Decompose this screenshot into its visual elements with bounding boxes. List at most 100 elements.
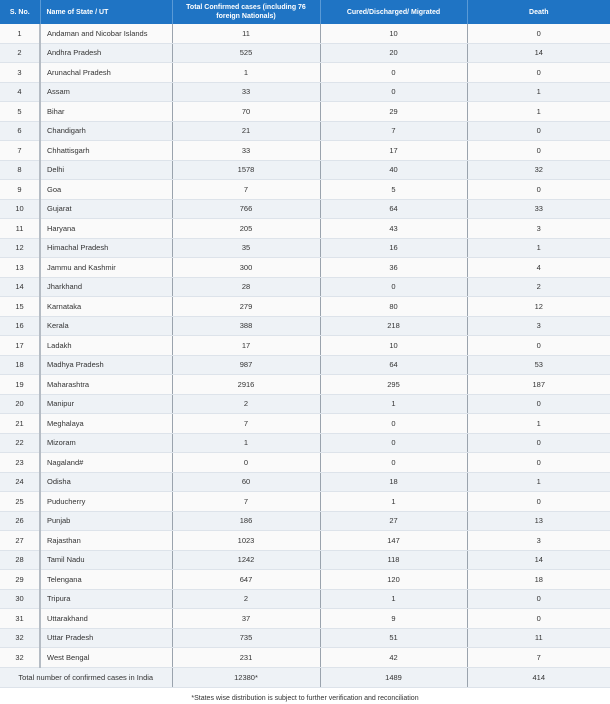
cell-confirmed: 2: [172, 394, 321, 414]
cell-confirmed: 205: [172, 218, 321, 239]
cell-sno: 31: [0, 608, 41, 629]
cell-death: 0: [467, 452, 610, 473]
cell-cured: 295: [320, 374, 468, 395]
cell-cured: 16: [320, 238, 468, 258]
table-row: 22 Mizoram 1 0 0: [0, 433, 610, 453]
header-cured: Cured/Discharged/ Migrated: [320, 0, 468, 24]
cell-death: 0: [467, 394, 610, 414]
cell-sno: 13: [0, 257, 41, 278]
cell-death: 0: [467, 24, 610, 44]
cell-name: Nagaland#: [40, 452, 173, 473]
cell-name: Puducherry: [40, 491, 173, 512]
table-row: 3 Arunachal Pradesh 1 0 0: [0, 62, 610, 83]
cell-sno: 1: [0, 24, 41, 44]
table-row: 15 Karnataka 279 80 12: [0, 296, 610, 317]
cell-confirmed: 388: [172, 316, 321, 336]
cell-name: Jharkhand: [40, 277, 173, 297]
table-row: 1 Andaman and Nicobar Islands 11 10 0: [0, 24, 610, 44]
cell-sno: 6: [0, 121, 41, 141]
cell-confirmed: 1242: [172, 550, 321, 570]
cell-cured: 120: [320, 569, 468, 590]
cell-sno: 20: [0, 394, 41, 414]
cell-death: 7: [467, 647, 610, 668]
cell-sno: 15: [0, 296, 41, 317]
cell-sno: 21: [0, 413, 41, 434]
cell-name: Uttar Pradesh: [40, 628, 173, 648]
cell-name: Delhi: [40, 160, 173, 180]
cell-confirmed: 17: [172, 335, 321, 356]
cell-cured: 64: [320, 199, 468, 219]
cell-death: 1: [467, 82, 610, 102]
cell-death: 18: [467, 569, 610, 590]
cell-sno: 3: [0, 62, 41, 83]
cell-confirmed: 186: [172, 511, 321, 531]
cell-confirmed: 647: [172, 569, 321, 590]
cell-cured: 1: [320, 589, 468, 609]
cell-name: Odisha: [40, 472, 173, 492]
table-row: 12 Himachal Pradesh 35 16 1: [0, 238, 610, 258]
cell-name: Haryana: [40, 218, 173, 239]
cell-death: 2: [467, 277, 610, 297]
cell-confirmed: 1: [172, 62, 321, 83]
table-row: 28 Tamil Nadu 1242 118 14: [0, 550, 610, 570]
cell-death: 1: [467, 472, 610, 492]
cell-death: 1: [467, 238, 610, 258]
cell-sno: 30: [0, 589, 41, 609]
table-row: 31 Uttarakhand 37 9 0: [0, 608, 610, 629]
cell-sno: 14: [0, 277, 41, 297]
cell-cured: 10: [320, 24, 468, 44]
table-row: 32 West Bengal 231 42 7: [0, 647, 610, 668]
cell-name: Gujarat: [40, 199, 173, 219]
cell-name: Manipur: [40, 394, 173, 414]
cell-confirmed: 735: [172, 628, 321, 648]
cell-death: 11: [467, 628, 610, 648]
cell-death: 4: [467, 257, 610, 278]
covid-state-table: S. No. Name of State / UT Total Confirme…: [0, 0, 610, 688]
table-row: 17 Ladakh 17 10 0: [0, 335, 610, 356]
cell-name: Himachal Pradesh: [40, 238, 173, 258]
table-row: 7 Chhattisgarh 33 17 0: [0, 140, 610, 161]
total-death: 414: [467, 667, 610, 688]
cell-confirmed: 1578: [172, 160, 321, 180]
footnote: *States wise distribution is subject to …: [191, 694, 419, 702]
table-row: 27 Rajasthan 1023 147 3: [0, 530, 610, 551]
cell-sno: 18: [0, 355, 41, 375]
cell-death: 0: [467, 62, 610, 83]
cell-sno: 2: [0, 43, 41, 63]
cell-cured: 10: [320, 335, 468, 356]
header-name: Name of State / UT: [40, 0, 173, 24]
cell-cured: 17: [320, 140, 468, 161]
cell-cured: 0: [320, 452, 468, 473]
table-row: 5 Bihar 70 29 1: [0, 101, 610, 122]
cell-name: Maharashtra: [40, 374, 173, 395]
cell-confirmed: 525: [172, 43, 321, 63]
cell-cured: 29: [320, 101, 468, 122]
cell-name: Ladakh: [40, 335, 173, 356]
cell-confirmed: 300: [172, 257, 321, 278]
cell-death: 3: [467, 218, 610, 239]
table-row: 9 Goa 7 5 0: [0, 179, 610, 200]
cell-confirmed: 70: [172, 101, 321, 122]
table-header-row: S. No. Name of State / UT Total Confirme…: [0, 0, 610, 24]
table-row: 13 Jammu and Kashmir 300 36 4: [0, 257, 610, 278]
cell-name: Jammu and Kashmir: [40, 257, 173, 278]
cell-sno: 22: [0, 433, 41, 453]
cell-name: Chandigarh: [40, 121, 173, 141]
cell-death: 0: [467, 140, 610, 161]
cell-cured: 64: [320, 355, 468, 375]
cell-sno: 32: [0, 628, 41, 648]
table-row: 21 Meghalaya 7 0 1: [0, 413, 610, 434]
cell-death: 33: [467, 199, 610, 219]
cell-cured: 36: [320, 257, 468, 278]
cell-confirmed: 33: [172, 82, 321, 102]
cell-confirmed: 1: [172, 433, 321, 453]
cell-death: 0: [467, 335, 610, 356]
cell-confirmed: 28: [172, 277, 321, 297]
cell-cured: 18: [320, 472, 468, 492]
cell-sno: 19: [0, 374, 41, 395]
cell-cured: 80: [320, 296, 468, 317]
cell-confirmed: 1023: [172, 530, 321, 551]
cell-death: 0: [467, 179, 610, 200]
cell-cured: 5: [320, 179, 468, 200]
cell-cured: 0: [320, 413, 468, 434]
